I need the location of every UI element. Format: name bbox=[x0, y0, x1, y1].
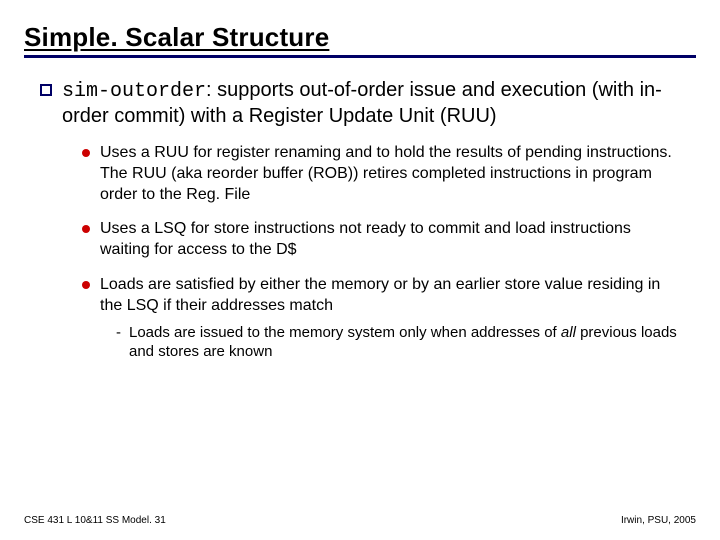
dash-bullet-icon: - bbox=[116, 323, 121, 343]
level2-text: Loads are satisfied by either the memory… bbox=[100, 275, 682, 317]
dot-bullet-icon bbox=[82, 149, 90, 157]
l3-lead: Loads are issued to the memory system on… bbox=[129, 324, 561, 341]
square-bullet-icon bbox=[40, 84, 52, 96]
level2-list: Uses a RUU for register renaming and to … bbox=[82, 143, 682, 362]
level2-text: Uses a RUU for register renaming and to … bbox=[100, 143, 682, 205]
level3-list: - Loads are issued to the memory system … bbox=[116, 323, 682, 362]
l3-em: all bbox=[561, 324, 576, 341]
slide-title: Simple. Scalar Structure bbox=[24, 22, 696, 53]
footer-right: Irwin, PSU, 2005 bbox=[621, 515, 696, 526]
dot-bullet-icon bbox=[82, 225, 90, 233]
level1-text: sim-outorder: supports out-of-order issu… bbox=[62, 78, 682, 129]
title-rule bbox=[24, 55, 696, 58]
code-span: sim-outorder bbox=[62, 80, 206, 103]
dot-bullet-icon bbox=[82, 281, 90, 289]
level3-item: - Loads are issued to the memory system … bbox=[116, 323, 682, 362]
level1-item: sim-outorder: supports out-of-order issu… bbox=[40, 78, 682, 129]
slide-body: sim-outorder: supports out-of-order issu… bbox=[40, 78, 682, 362]
slide: Simple. Scalar Structure sim-outorder: s… bbox=[0, 0, 720, 540]
level2-item: Loads are satisfied by either the memory… bbox=[82, 275, 682, 317]
footer-left: CSE 431 L 10&11 SS Model. 31 bbox=[24, 515, 166, 526]
footer: CSE 431 L 10&11 SS Model. 31 Irwin, PSU,… bbox=[24, 515, 696, 526]
level2-text: Uses a LSQ for store instructions not re… bbox=[100, 219, 682, 261]
level2-item: Uses a LSQ for store instructions not re… bbox=[82, 219, 682, 261]
title-block: Simple. Scalar Structure bbox=[24, 22, 696, 58]
level2-item: Uses a RUU for register renaming and to … bbox=[82, 143, 682, 205]
level3-text: Loads are issued to the memory system on… bbox=[129, 323, 682, 362]
